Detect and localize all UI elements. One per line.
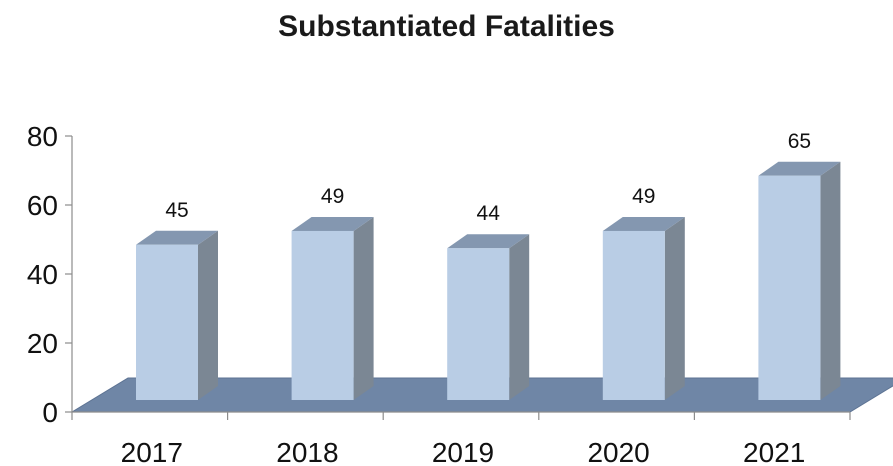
bar-front-face (136, 244, 198, 400)
bar-top-face (291, 216, 374, 231)
bar-2017 (136, 230, 218, 400)
data-label-2018: 49 (321, 185, 344, 208)
x-tick-label-2020: 2020 (587, 437, 649, 466)
y-tick-label: 80 (27, 121, 58, 152)
data-label-2021: 65 (788, 130, 811, 153)
bar-2018 (291, 216, 374, 400)
bar-top-face (602, 216, 685, 231)
bar-front-face (602, 230, 665, 400)
bar-top-face (447, 234, 530, 249)
x-tick-label-2019: 2019 (432, 437, 494, 466)
data-label-2019: 44 (477, 202, 501, 225)
bar-side-face (664, 216, 685, 400)
bar-2021 (758, 161, 841, 400)
bar-2019 (447, 234, 530, 400)
bar-side-face (353, 216, 374, 400)
bar-2020 (602, 216, 685, 400)
y-tick-label: 20 (27, 328, 58, 359)
bars-layer (136, 161, 841, 400)
bar-side-face (198, 230, 218, 400)
x-tick-label-2018: 2018 (276, 437, 338, 466)
bar-front-face (291, 230, 354, 400)
y-tick-label: 40 (27, 259, 58, 290)
bar-side-face (509, 234, 530, 400)
x-tick-label-2021: 2021 (743, 437, 805, 466)
bar-top-face (136, 230, 218, 245)
axis-layer: 0 20 40 60 80 (27, 121, 851, 428)
bar-front-face (758, 175, 821, 400)
bar-top-face (758, 161, 841, 176)
bar-front-face (447, 248, 510, 400)
chart-title: Substantiated Fatalities (278, 10, 615, 43)
labels-layer: 45 2017 49 2018 44 2019 49 2020 65 2021 (121, 130, 811, 466)
y-tick-label: 0 (42, 397, 58, 428)
y-tick-label: 60 (27, 190, 58, 221)
x-tick-label-2017: 2017 (121, 437, 183, 466)
data-label-2020: 49 (632, 185, 655, 208)
bar-side-face (820, 161, 841, 400)
data-label-2017: 45 (165, 199, 188, 222)
